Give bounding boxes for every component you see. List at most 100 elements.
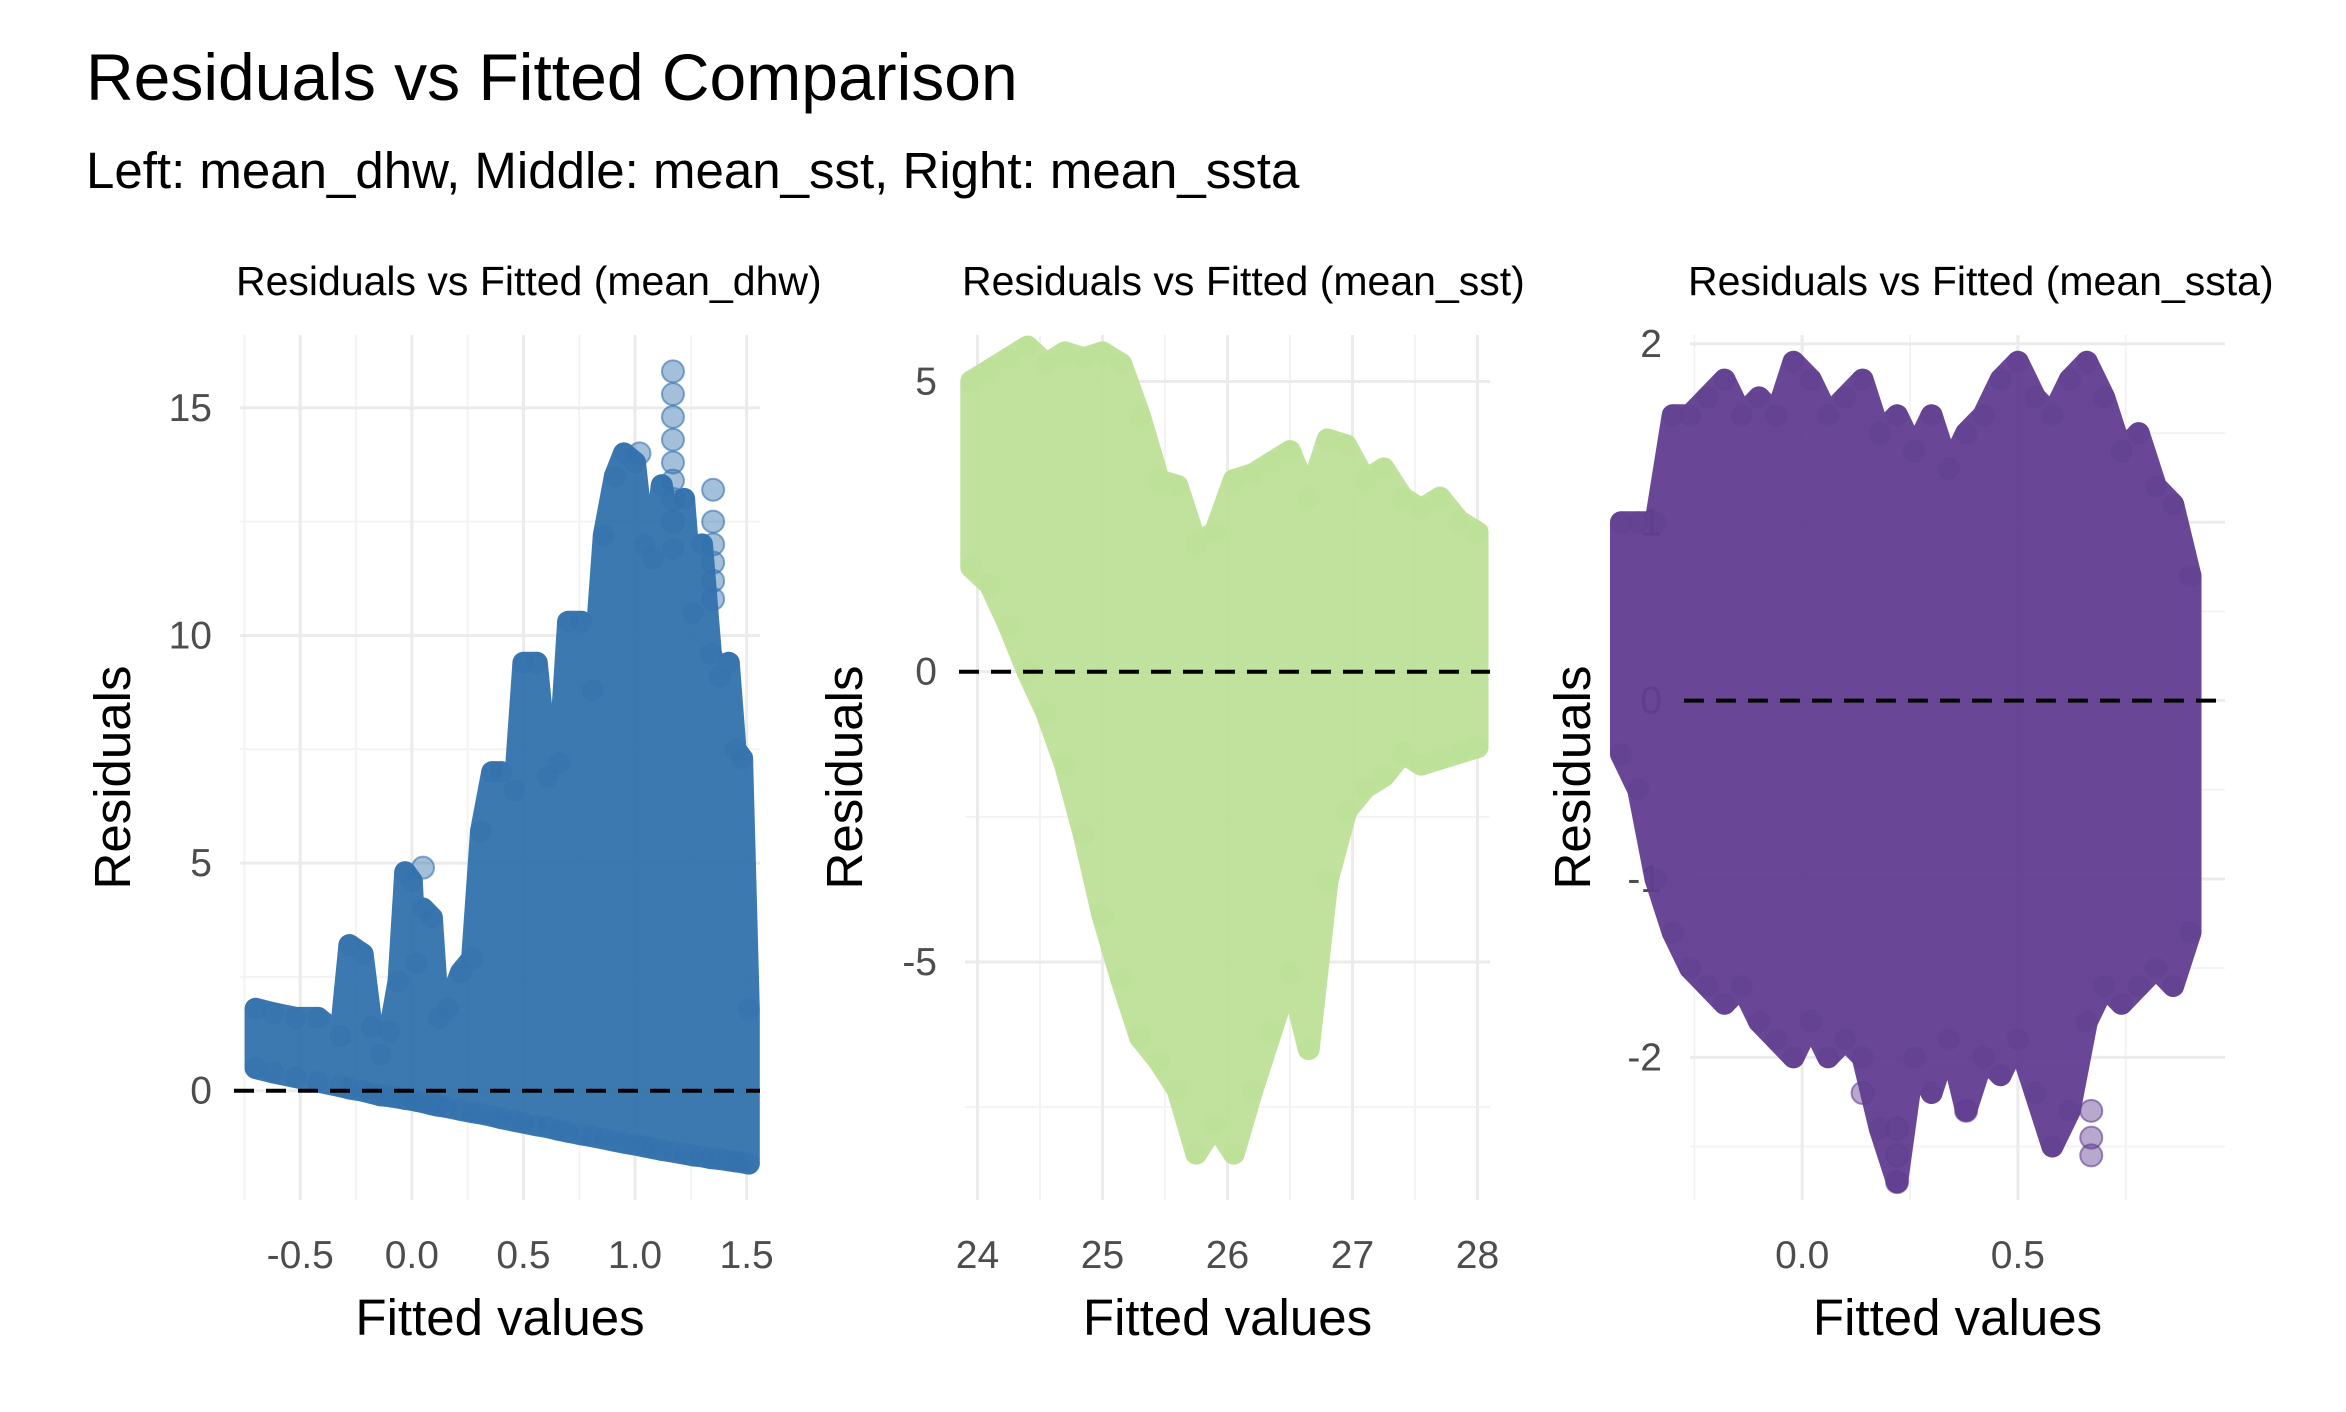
data-point xyxy=(2144,957,2167,980)
data-point xyxy=(2179,564,2202,587)
data-point xyxy=(1316,428,1339,451)
data-point xyxy=(394,1087,417,1110)
data-point xyxy=(1147,469,1170,492)
data-point xyxy=(1730,974,1753,997)
data-point xyxy=(378,1020,401,1043)
data-point xyxy=(2058,368,2081,391)
data-point xyxy=(1644,511,1667,534)
data-point xyxy=(1204,1113,1226,1136)
data-point xyxy=(405,1089,428,1112)
data-point xyxy=(470,820,493,843)
data-point xyxy=(394,861,417,884)
figure-subtitle: Left: mean_dhw, Middle: mean_sst, Right:… xyxy=(86,142,1300,199)
data-point xyxy=(1185,1142,1208,1165)
y-tick-label: -2 xyxy=(1627,1036,1662,1079)
outlier-point xyxy=(411,855,436,880)
data-point xyxy=(548,751,571,774)
data-point xyxy=(1241,463,1264,486)
data-point xyxy=(1679,404,1701,427)
data-point xyxy=(2162,974,2185,997)
data-point xyxy=(690,1145,713,1168)
data-point xyxy=(1609,743,1632,766)
data-point xyxy=(1937,1028,1960,1051)
data-point xyxy=(1391,486,1414,509)
data-point xyxy=(2127,974,2150,997)
data-point xyxy=(360,1016,383,1038)
data-point xyxy=(624,1133,647,1156)
data-point xyxy=(412,1091,435,1114)
data-point xyxy=(360,1082,383,1105)
data-point xyxy=(1447,741,1470,764)
data-point xyxy=(581,1125,604,1148)
x-tick-label: 0.5 xyxy=(496,1234,550,1277)
data-point xyxy=(436,997,459,1020)
data-point xyxy=(449,1098,472,1121)
outlier-point xyxy=(2079,1098,2104,1123)
data-point xyxy=(400,1088,423,1111)
data-point xyxy=(682,601,705,624)
data-point xyxy=(708,1148,731,1171)
data-point xyxy=(481,1104,504,1127)
data-point xyxy=(1989,1064,2012,1087)
data-point xyxy=(2075,1010,2098,1033)
residual-points xyxy=(960,335,1489,1165)
data-point xyxy=(338,934,361,957)
data-point xyxy=(503,1109,526,1132)
data-point xyxy=(1748,1010,1771,1033)
data-point xyxy=(557,1120,580,1143)
data-point xyxy=(427,1094,450,1117)
data-point xyxy=(1241,1078,1264,1101)
x-axis-label: Fitted values xyxy=(1813,1289,2102,1346)
x-tick-label: 0.5 xyxy=(1991,1234,2045,1277)
data-point xyxy=(699,642,722,665)
data-point xyxy=(1627,511,1650,534)
data-point xyxy=(1222,1142,1245,1165)
data-point xyxy=(1429,747,1451,770)
x-axis-label: Fitted values xyxy=(355,1289,644,1346)
x-tick-label: 0.0 xyxy=(1775,1234,1829,1277)
data-point xyxy=(2075,350,2098,373)
data-point xyxy=(592,1127,615,1150)
data-point xyxy=(1129,1026,1151,1049)
data-point xyxy=(536,1116,559,1139)
data-point xyxy=(1372,457,1395,480)
y-tick-label: 15 xyxy=(169,387,212,430)
data-point xyxy=(1466,736,1489,759)
outlier-point xyxy=(660,359,685,384)
outlier-point xyxy=(1885,1170,1910,1195)
data-point xyxy=(244,997,267,1020)
data-point xyxy=(436,1096,459,1119)
data-point xyxy=(1834,386,1857,409)
data-point xyxy=(724,1150,747,1173)
data-point xyxy=(1354,776,1376,799)
data-point xyxy=(405,952,428,975)
data-point xyxy=(1204,521,1226,544)
data-point xyxy=(581,679,604,702)
data-point xyxy=(731,747,754,770)
data-point xyxy=(420,906,443,929)
data-point xyxy=(400,870,423,893)
outlier-point xyxy=(660,486,685,511)
data-point xyxy=(2127,422,2150,445)
x-tick-label: 0.0 xyxy=(385,1234,439,1277)
data-point xyxy=(1696,386,1719,409)
data-point xyxy=(979,573,1001,596)
data-point xyxy=(412,897,435,920)
y-tick-label: 10 xyxy=(169,614,212,657)
data-point xyxy=(284,1006,307,1029)
panel-title: Residuals vs Fitted (mean_dhw) xyxy=(236,258,822,304)
data-point xyxy=(1644,867,1667,890)
y-tick-label: 0 xyxy=(190,1070,212,1113)
data-point xyxy=(724,738,747,761)
data-point xyxy=(699,1147,722,1170)
data-point xyxy=(2006,1028,2029,1051)
outlier-point xyxy=(701,550,726,575)
data-point xyxy=(470,1102,493,1125)
y-tick-label: 0 xyxy=(915,651,937,694)
data-point xyxy=(632,1135,655,1158)
data-point xyxy=(2110,439,2133,462)
data-point xyxy=(1391,741,1414,764)
data-point xyxy=(603,1129,626,1152)
outlier-point xyxy=(660,468,685,493)
data-point xyxy=(1091,904,1114,927)
